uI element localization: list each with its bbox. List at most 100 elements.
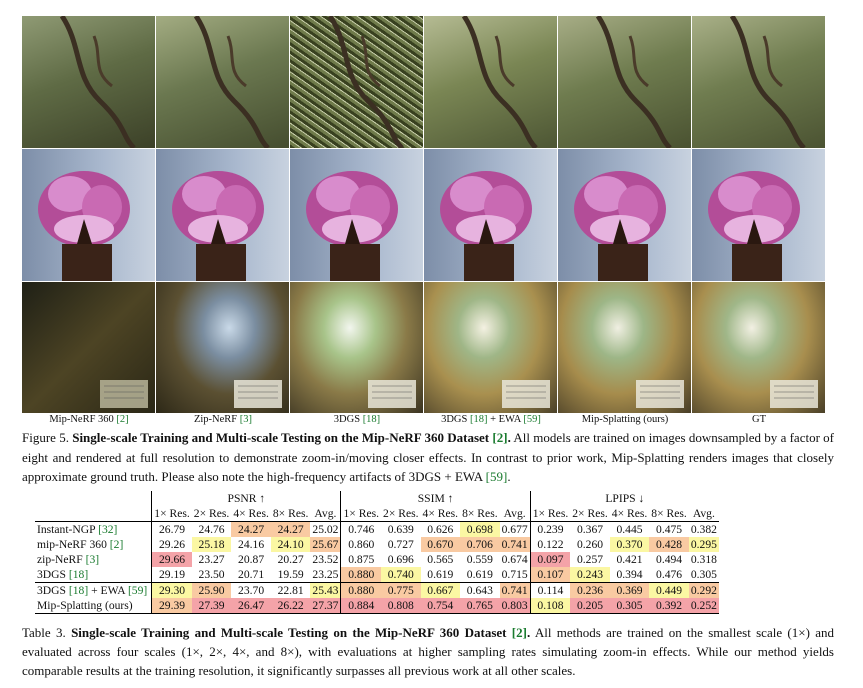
- table-cell: 29.66: [151, 552, 192, 567]
- table-cell: 0.107: [529, 567, 571, 583]
- table-cell: 0.205: [570, 598, 610, 614]
- method-name: Instant-NGP [32]: [37, 523, 118, 536]
- table-cell: 0.696: [387, 553, 414, 566]
- table-cell: 26.79: [151, 521, 192, 537]
- method-citation[interactable]: [18]: [68, 584, 89, 597]
- table-cell: 0.619: [466, 568, 493, 581]
- table-cell: 0.097: [529, 552, 571, 567]
- column-label-text: Mip-Splatting (ours): [581, 414, 669, 425]
- figure-caption-body: All models are trained on images downsam…: [22, 430, 834, 484]
- subheader-4: 8× Res.: [270, 506, 311, 522]
- table-cell: 0.639: [387, 523, 414, 536]
- table-cell: 23.50: [198, 568, 225, 581]
- tree-image-3: [290, 16, 423, 148]
- table-cell: 0.394: [616, 568, 643, 581]
- lpips-header: LPIPS ↓: [529, 491, 719, 506]
- table-cell: 25.43: [310, 582, 341, 598]
- table-cell: 20.87: [238, 553, 265, 566]
- column-label-text: Mip-NeRF 360: [49, 414, 117, 425]
- table-cell: 0.667: [420, 582, 461, 598]
- column-label-citation[interactable]: [59]: [523, 414, 541, 425]
- subheader-1: 1× Res.: [151, 506, 192, 522]
- table-cell: 0.236: [570, 582, 610, 598]
- table-cell: 0.114: [529, 582, 571, 598]
- table-cell: 0.257: [576, 553, 604, 566]
- table-cell: 0.108: [529, 598, 571, 614]
- table-cell: 0.746: [340, 521, 382, 537]
- table-cell: 0.698: [460, 521, 500, 537]
- table-cell: 23.25: [312, 568, 339, 581]
- flower-image-1: [22, 149, 155, 281]
- table-cell: 0.670: [420, 537, 461, 552]
- table-cell: 0.741: [499, 537, 531, 552]
- table-cell: 0.494: [656, 553, 683, 566]
- column-label-6: GT: [692, 414, 826, 425]
- table-cell: 0.475: [656, 523, 683, 536]
- subheader-14: 8× Res.: [649, 506, 689, 522]
- table-cell: 0.884: [340, 598, 382, 614]
- method-citation[interactable]: [3]: [85, 553, 100, 566]
- column-label-5: Mip-Splatting (ours): [558, 414, 692, 425]
- table-cell: 0.803: [499, 598, 531, 614]
- column-label-citation[interactable]: [3]: [239, 414, 253, 425]
- results-table: PSNR ↑ SSIM ↑ LPIPS ↓ 1× Res. 2× Res. 4× R…: [35, 491, 719, 614]
- table-cell: 0.880: [340, 582, 382, 598]
- flower-image-5: [558, 149, 691, 281]
- flower-image-2: [156, 149, 289, 281]
- table-cell: 0.367: [576, 523, 604, 536]
- subheader-7: 2× Res.: [381, 506, 421, 522]
- window-image-5: [558, 282, 691, 413]
- figure-caption: Figure 5. Single-scale Training and Mult…: [22, 430, 834, 484]
- method-name: 3DGS [18]: [37, 568, 89, 581]
- method-citation[interactable]: [59]: [127, 584, 148, 597]
- tree-image-4: [424, 16, 557, 148]
- table-cell: 0.765: [460, 598, 500, 614]
- table-cell: 26.22: [270, 598, 311, 614]
- table-cell: 24.10: [270, 537, 311, 552]
- subheader-8: 4× Res.: [420, 506, 461, 522]
- subheader-10: Avg.: [499, 506, 531, 522]
- figure-title-citation[interactable]: [2]: [492, 430, 508, 445]
- column-label-text: 3DGS: [441, 414, 470, 425]
- column-label-citation[interactable]: [18]: [362, 414, 381, 425]
- table-cell: 0.754: [420, 598, 461, 614]
- table-cell: 0.674: [501, 553, 528, 566]
- column-label-citation[interactable]: [2]: [116, 414, 129, 425]
- subheader-15: Avg.: [688, 506, 719, 522]
- table-cell: 0.260: [576, 538, 604, 551]
- table-cell: 0.565: [427, 553, 454, 566]
- table-cell: 0.808: [381, 598, 421, 614]
- table-cell: 22.81: [270, 582, 311, 598]
- table-cell: 23.70: [231, 582, 271, 598]
- table-cell: 0.428: [649, 537, 689, 552]
- table-title-citation[interactable]: [2]: [511, 625, 527, 640]
- table-cell: 23.52: [312, 553, 339, 566]
- table-title: Single-scale Training and Multi-scale Te…: [71, 625, 512, 640]
- subheader-9: 8× Res.: [460, 506, 500, 522]
- method-citation[interactable]: [18]: [68, 568, 89, 581]
- method-name: Mip-Splatting (ours): [35, 598, 152, 614]
- table-cell: 0.559: [466, 553, 493, 566]
- figure-caption-citation[interactable]: [59]: [485, 469, 508, 484]
- column-label-2: Zip-NeRF [3]: [156, 414, 290, 425]
- window-image-1: [22, 282, 155, 413]
- table-cell: 0.305: [609, 598, 650, 614]
- table-row: zip-NeRF [3] 29.66 23.27 20.87 20.27 23.52 0.8…: [35, 552, 719, 567]
- table-caption-body: All methods are trained on the smallest …: [22, 625, 834, 678]
- flower-image-3: [290, 149, 423, 281]
- table-row: Mip-Splatting (ours) 29.39 27.39 26.47 26.22…: [35, 598, 719, 614]
- table-cell: 24.27: [270, 521, 311, 537]
- column-label-citation[interactable]: [18]: [469, 414, 488, 425]
- table-cell: 20.27: [277, 553, 304, 566]
- table-cell: 0.305: [690, 568, 717, 581]
- subheader-12: 2× Res.: [570, 506, 610, 522]
- column-label-4: 3DGS [18] + EWA [59]: [441, 414, 541, 425]
- method-citation[interactable]: [2]: [109, 538, 124, 551]
- method-citation[interactable]: [32]: [98, 523, 118, 536]
- subheader-11: 1× Res.: [529, 506, 571, 522]
- table-cell: 0.295: [688, 537, 719, 552]
- table-cell: 0.292: [688, 582, 719, 598]
- table-cell: 0.643: [460, 582, 500, 598]
- table-cell: 29.39: [151, 598, 192, 614]
- tree-image-5: [558, 16, 691, 148]
